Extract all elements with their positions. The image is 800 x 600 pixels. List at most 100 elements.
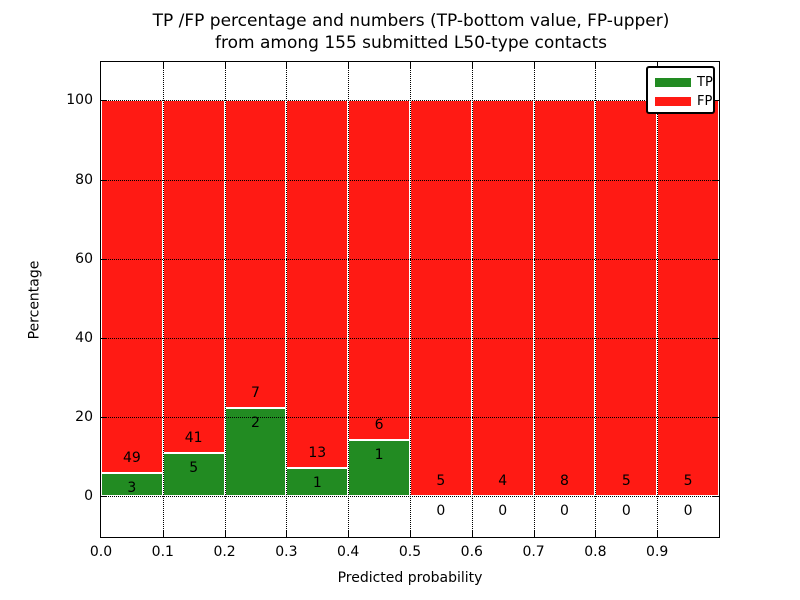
ticks-layer	[101, 62, 719, 537]
tp-bar-segment	[286, 467, 349, 497]
bars-layer	[101, 62, 719, 537]
x-tick-label: 0.9	[646, 544, 669, 560]
fp-count-label: 49	[122, 450, 141, 467]
v-gridline	[533, 62, 535, 537]
h-gridline	[101, 100, 719, 102]
x-tick-mark	[162, 62, 164, 68]
fp-count-label: 7	[251, 385, 260, 402]
fp-count-label: 8	[560, 473, 569, 490]
h-gridline	[101, 417, 719, 419]
tp-count-label: 5	[189, 460, 199, 477]
tp-bar-segment	[162, 453, 225, 497]
chart-title: TP /FP percentage and numbers (TP-bottom…	[101, 10, 721, 54]
fp-count-label: 4	[498, 473, 508, 490]
y-tick-mark	[101, 337, 107, 339]
fp-count-label: 13	[308, 444, 327, 461]
fp-bar-segment	[101, 100, 163, 474]
x-tick-mark	[595, 531, 597, 537]
y-tick-label: 60	[75, 250, 93, 267]
y-tick-mark	[713, 496, 719, 498]
x-tick-mark	[224, 62, 226, 68]
v-gridline	[471, 62, 473, 537]
y-tick-label: 80	[75, 171, 93, 188]
x-tick-mark	[162, 531, 164, 537]
legend-label-tp: TP	[697, 75, 713, 90]
fp-bar-segment	[162, 100, 225, 454]
bar-labels-layer: 49 3 41 5 7 2 13 1 6 1 5 0 4 0 8 0 5 0 5 0	[101, 62, 719, 537]
y-tick-mark	[101, 258, 107, 260]
legend-entry-tp: TP	[648, 73, 713, 92]
y-tick-mark	[101, 100, 107, 102]
x-tick-label: 0.4	[337, 544, 360, 560]
tp-count-label: 1	[374, 446, 384, 463]
x-tick-mark	[286, 531, 288, 537]
x-tick-label: 0.5	[398, 544, 422, 560]
y-tick-mark	[713, 417, 719, 419]
fp-count-label: 5	[436, 473, 446, 490]
x-tick-label: 0.6	[460, 544, 483, 560]
y-tick-mark	[713, 179, 719, 181]
y-tick-mark	[713, 258, 719, 260]
tp-count-label: 0	[683, 503, 693, 520]
x-tick-mark	[348, 531, 350, 537]
x-tick-label: 0.0	[89, 544, 113, 560]
fp-bar-segment	[410, 100, 472, 497]
y-tick-label: 100	[66, 92, 93, 109]
x-tick-mark	[410, 531, 411, 537]
tp-bar-segment	[348, 439, 410, 497]
y-tick-mark	[101, 496, 107, 498]
x-tick-mark	[657, 531, 659, 537]
tick-labels-layer: 0.0 0.1 0.2 0.3 0.4 0.5 0.6 0.7 0.8 0.9 0 20 40 60 80 1…	[66, 62, 719, 560]
x-axis-label: Predicted probability	[337, 570, 483, 586]
y-tick-mark	[101, 417, 107, 419]
y-tick-mark	[713, 100, 719, 102]
plot-area: 49 3 41 5 7 2 13 1 6 1 5 0 4 0 8 0 5 0 5 0 0.0 0.1 0.2 0.3 0.4 0…	[26, 61, 720, 586]
x-tick-mark	[471, 62, 473, 68]
x-tick-mark	[533, 531, 535, 537]
x-tick-mark	[286, 62, 288, 68]
x-tick-label: 0.8	[584, 544, 607, 560]
fp-bar-segment	[533, 100, 596, 497]
tp-count-label: 0	[560, 503, 569, 520]
v-gridline	[286, 62, 288, 537]
legend: TP FP	[646, 66, 715, 114]
fp-count-label: 5	[683, 473, 693, 490]
tp-count-label: 0	[436, 503, 446, 520]
y-tick-label: 0	[84, 488, 93, 505]
x-tick-label: 0.3	[275, 544, 298, 560]
chart-title-line2: from among 155 submitted L50-type contac…	[215, 33, 607, 53]
tp-count-label: 3	[127, 480, 137, 497]
x-tick-label: 0.2	[213, 544, 236, 560]
v-gridline	[162, 62, 164, 537]
y-tick-mark	[101, 179, 107, 181]
x-tick-label: 0.1	[151, 544, 174, 560]
x-tick-mark	[348, 62, 350, 68]
h-gridline	[101, 258, 719, 260]
legend-entry-fp: FP	[648, 92, 713, 111]
y-tick-label: 20	[75, 409, 93, 426]
fp-count-label: 6	[374, 416, 384, 433]
x-tick-mark	[410, 62, 411, 68]
v-gridline	[657, 62, 659, 537]
x-tick-mark	[224, 531, 226, 537]
v-gridline	[595, 62, 597, 537]
x-tick-label: 0.7	[522, 544, 545, 560]
v-gridline	[224, 62, 226, 537]
x-tick-mark	[471, 531, 473, 537]
h-gridline	[101, 179, 719, 181]
fp-count-label: 5	[621, 473, 631, 490]
tp-count-label: 0	[498, 503, 508, 520]
y-axis-label: Percentage	[26, 260, 43, 339]
grid-layer	[101, 62, 719, 537]
tp-count-label: 2	[251, 415, 260, 432]
x-tick-mark	[595, 62, 597, 68]
h-gridline	[101, 337, 719, 339]
x-tick-mark	[657, 62, 659, 68]
tp-bar-segment	[101, 473, 163, 497]
v-gridline	[410, 62, 411, 537]
legend-swatch-fp-icon	[655, 97, 691, 106]
chart-title-line1: TP /FP percentage and numbers (TP-bottom…	[152, 11, 670, 31]
h-gridline	[101, 496, 719, 498]
legend-label-fp: FP	[697, 94, 713, 109]
